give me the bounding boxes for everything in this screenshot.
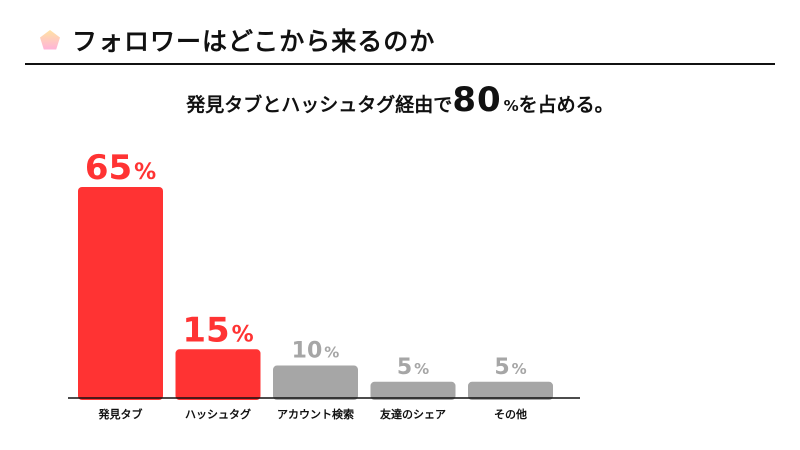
bar-value-label: 10% <box>292 339 340 364</box>
bar <box>370 381 456 400</box>
subtitle: 発見タブとハッシュタグ経由で80 %を占める。 <box>0 80 800 120</box>
bar-value-label: 15% <box>182 310 253 350</box>
category-label: ハッシュタグ <box>185 407 251 421</box>
bar-value-label: 5% <box>494 355 526 380</box>
category-label: その他 <box>494 407 527 421</box>
bar-value-label: 65% <box>85 148 156 188</box>
category-label: 発見タブ <box>98 407 143 421</box>
subtitle-number: 80 <box>452 80 502 120</box>
bar <box>78 187 163 400</box>
title-divider <box>25 63 775 65</box>
subtitle-prefix: 発見タブとハッシュタグ経由で <box>186 94 453 116</box>
bar <box>175 349 261 400</box>
header: フォロワーはどこから来るのか <box>38 18 435 62</box>
category-label: アカウント検索 <box>277 407 354 421</box>
subtitle-suffix: を占める。 <box>518 94 614 116</box>
bar <box>273 365 358 400</box>
page-title: フォロワーはどこから来るのか <box>72 27 436 56</box>
pentagon-icon <box>40 30 60 50</box>
subtitle-unit: % <box>503 97 519 115</box>
bar-value-label: 5% <box>397 355 429 380</box>
bar <box>468 381 553 400</box>
category-label: 友達のシェア <box>380 407 446 421</box>
